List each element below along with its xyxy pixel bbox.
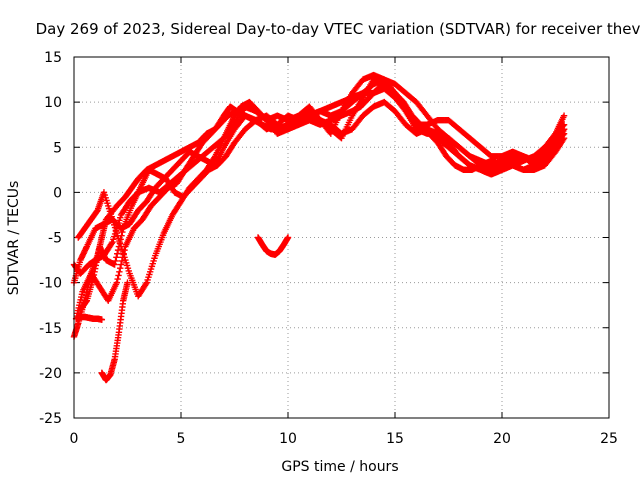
tick-layer: 0 5 10 15 20 25 -25 -20 -15 -10 -5 0 5 10 15: [39, 50, 618, 447]
data-point: [284, 234, 292, 241]
data-point: [560, 112, 568, 119]
data-point: [124, 279, 131, 286]
series-layer: [70, 71, 568, 384]
data-point: [115, 243, 123, 250]
series-track-6: [77, 98, 568, 313]
y-axis-label: SDTVAR / TECUs: [6, 181, 22, 296]
data-point: [114, 275, 121, 283]
data-point: [117, 261, 125, 268]
series-segment-c: [254, 234, 292, 258]
data-point: [142, 280, 150, 288]
series-segment-a: [72, 313, 106, 323]
y-tick-label: -15: [39, 321, 62, 337]
series-segment-b: [98, 279, 131, 384]
y-tick-label: 5: [53, 140, 62, 156]
data-point: [113, 254, 120, 261]
data-point: [113, 279, 120, 286]
data-point: [560, 135, 568, 142]
data-point: [560, 126, 568, 133]
data-point: [117, 264, 124, 272]
x-tick-label: 5: [177, 431, 186, 447]
data-point: [98, 316, 106, 323]
data-point: [114, 246, 122, 254]
x-tick-label: 10: [279, 431, 297, 447]
y-tick-label: 0: [53, 185, 62, 201]
data-point: [118, 232, 125, 239]
chart-title: Day 269 of 2023, Sidereal Day-to-day VTE…: [36, 20, 640, 38]
series-track-5: [70, 85, 568, 286]
data-point: [119, 228, 126, 236]
y-tick-label: 15: [44, 50, 62, 66]
x-tick-label: 0: [70, 431, 79, 447]
y-tick-label: -10: [39, 276, 62, 292]
data-point: [108, 240, 115, 247]
x-tick-label: 25: [600, 431, 618, 447]
x-tick-label: 15: [386, 431, 404, 447]
data-point: [112, 257, 119, 265]
y-tick-label: -20: [39, 366, 62, 382]
data-point: [118, 257, 126, 265]
y-tick-label: -5: [48, 231, 62, 247]
data-point: [114, 250, 121, 257]
data-point: [116, 268, 123, 275]
data-point: [116, 239, 123, 247]
data-point: [117, 236, 124, 243]
x-tick-label: 20: [493, 431, 511, 447]
y-tick-label: -25: [39, 411, 62, 427]
plot-frame: [73, 56, 610, 419]
data-point: [560, 136, 567, 143]
data-point: [111, 261, 118, 268]
data-point: [115, 272, 122, 279]
x-axis-label: GPS time / hours: [281, 459, 398, 475]
y-tick-label: 10: [44, 95, 62, 111]
